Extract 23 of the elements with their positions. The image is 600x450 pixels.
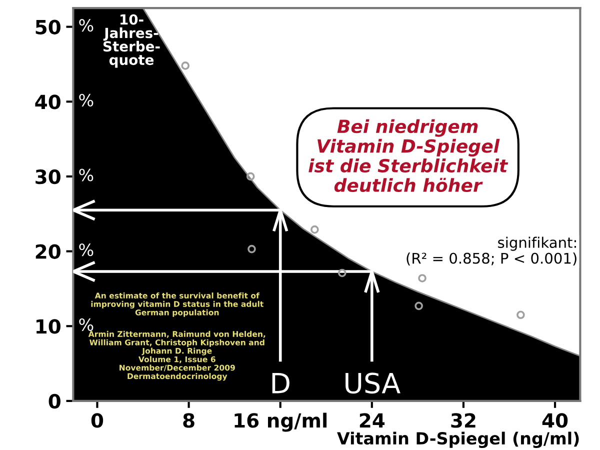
y-tick-label: 50	[36, 20, 60, 34]
x-tick-label: 40	[542, 413, 568, 428]
annotation: %	[79, 168, 94, 182]
ref-line-label: D	[272, 372, 290, 394]
annotation: %	[79, 94, 94, 106]
x-tick-label: 16 ng/ml	[234, 412, 327, 432]
annotation: %	[79, 318, 94, 331]
y-tick-label: 40	[35, 94, 60, 110]
y-tick-label: 10	[36, 319, 60, 334]
annotation: signifikant: (R² = 0.858; P < 0.001)	[406, 236, 576, 266]
y-axis-title: 10- Jahres- Sterbe- quote	[103, 14, 160, 68]
y-tick-label: 0	[48, 394, 60, 409]
ref-line-label: USA	[346, 372, 400, 394]
x-axis-title: Vitamin D-Spiegel (ng/ml)	[337, 432, 579, 448]
x-tick-label: 0	[91, 413, 104, 428]
annotation: %	[79, 19, 94, 32]
annotation: %	[79, 244, 94, 256]
x-tick-label: 24	[360, 413, 385, 428]
x-tick-label: 8	[183, 413, 194, 428]
y-tick-label: 20	[36, 244, 60, 259]
x-tick-label: 32	[451, 413, 476, 428]
y-tick-label: 30	[36, 169, 60, 184]
annotation: Bei niedrigem Vitamin D-Spiegel ist die Sterblichkeit deutlich höher	[308, 119, 508, 192]
